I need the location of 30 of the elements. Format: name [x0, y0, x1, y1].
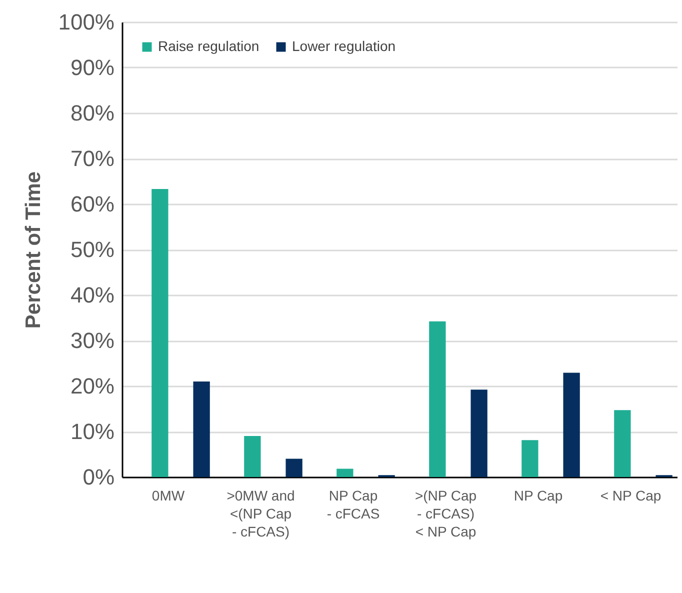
y-tick-label: 80%	[70, 100, 114, 126]
y-tick-label: 70%	[70, 146, 114, 171]
y-axis-title: Percent of Time	[22, 171, 46, 329]
y-tick-label: 10%	[70, 419, 114, 444]
bar	[614, 410, 631, 477]
bar	[563, 372, 580, 477]
x-tick-label: < NP Cap	[600, 488, 662, 504]
y-tick-label: 90%	[70, 55, 114, 80]
bar	[193, 381, 210, 477]
x-tick-label: 0MW	[152, 488, 186, 504]
y-tick-label: 50%	[70, 237, 114, 262]
legend-label: Raise regulation	[158, 38, 260, 54]
x-tick-label: >(NP Cap - cFCAS) < NP Cap	[414, 488, 477, 540]
x-tick-label: NP Cap - cFCAS	[326, 488, 380, 522]
legend-label: Lower regulation	[292, 38, 396, 54]
bar	[244, 436, 261, 477]
y-tick-label: 60%	[70, 192, 114, 216]
y-tick-label: 100%	[58, 10, 114, 34]
bar	[522, 440, 538, 477]
y-tick-label: 20%	[70, 374, 114, 398]
bar	[336, 468, 354, 477]
bar	[429, 321, 446, 477]
y-tick-label: 30%	[70, 328, 114, 353]
y-tick-label: 0%	[82, 464, 114, 490]
x-tick-label: >0MW and <(NP Cap - cFCAS)	[226, 488, 295, 540]
bar	[470, 390, 488, 477]
y-tick-label: 40%	[70, 282, 114, 308]
bar	[152, 188, 168, 477]
x-tick-label: NP Cap	[514, 488, 563, 504]
bar	[286, 458, 302, 477]
